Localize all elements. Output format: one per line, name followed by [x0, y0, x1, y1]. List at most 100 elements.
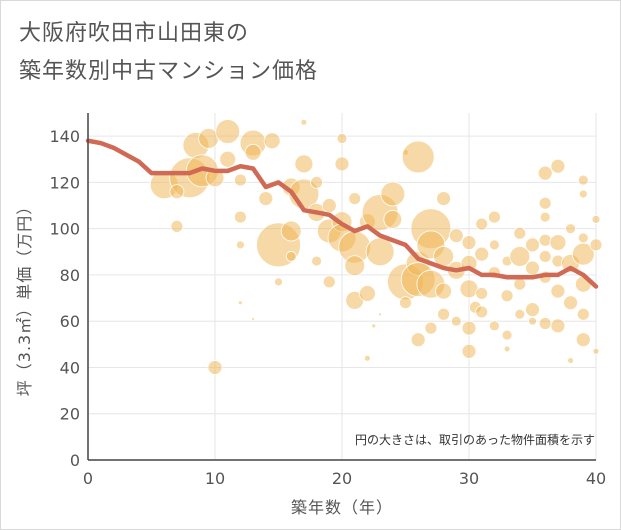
data-bubble: [334, 156, 350, 172]
trend-line-layer: [85, 138, 599, 289]
data-bubble: [424, 321, 438, 335]
data-bubble: [576, 307, 590, 321]
data-bubble: [589, 238, 603, 252]
data-bubble: [219, 150, 237, 168]
data-bubble: [578, 189, 588, 199]
data-bubble: [207, 360, 223, 375]
data-bubble: [538, 250, 552, 263]
data-bubble: [550, 158, 566, 174]
data-bubble: [500, 289, 514, 303]
data-bubble: [371, 323, 377, 329]
data-bubble: [399, 296, 412, 310]
chart-title-line1: 大阪府吹田市山田東の: [19, 21, 250, 46]
data-bubble: [539, 211, 551, 223]
data-bubble: [280, 220, 302, 242]
data-bubble: [310, 175, 324, 189]
data-bubble: [450, 315, 462, 327]
data-bubble: [513, 226, 527, 240]
data-bubble: [525, 237, 540, 253]
data-bubble: [365, 237, 395, 267]
chart-title-line2: 築年数別中古マンション価格: [19, 59, 319, 84]
y-tick-label: 100: [49, 220, 80, 239]
y-tick-label: 140: [49, 127, 80, 146]
data-bubble: [322, 275, 336, 289]
x-tick-label: 30: [459, 469, 479, 488]
data-bubble: [448, 228, 464, 244]
data-bubble: [501, 329, 513, 341]
data-bubble: [311, 255, 323, 267]
data-bubble: [215, 119, 241, 144]
data-bubble: [475, 287, 489, 300]
x-tick-label: 0: [83, 469, 93, 488]
data-bubble: [487, 210, 501, 224]
data-bubble: [549, 234, 567, 251]
data-bubble: [336, 133, 348, 144]
data-bubble: [591, 215, 601, 224]
bubble-series: [149, 118, 603, 375]
data-bubble: [170, 219, 184, 233]
trend-line: [85, 138, 599, 289]
data-bubble: [528, 316, 537, 326]
data-bubble: [509, 246, 531, 267]
data-bubble: [235, 240, 245, 250]
data-bubble: [488, 239, 500, 251]
data-bubble: [474, 246, 490, 262]
y-tick-label: 80: [60, 266, 80, 285]
data-bubble: [169, 184, 185, 200]
data-bubble: [537, 165, 553, 181]
data-bubble: [461, 320, 477, 336]
y-tick-label: 40: [60, 358, 80, 377]
y-axis-label: 坪（3.3㎡）単価（万円）: [15, 198, 34, 396]
data-bubble: [344, 255, 366, 277]
data-bubble: [233, 173, 247, 187]
data-bubble: [577, 174, 589, 186]
data-bubble: [285, 251, 297, 262]
data-bubble: [565, 223, 576, 235]
data-bubble: [550, 283, 566, 299]
data-bubble: [300, 118, 308, 126]
data-bubble: [244, 143, 262, 161]
data-bubble: [321, 198, 337, 213]
data-bubble: [233, 210, 247, 224]
y-tick-label: 120: [49, 173, 80, 192]
data-bubble: [538, 233, 552, 247]
data-bubble: [525, 260, 540, 276]
data-bubble: [363, 354, 371, 362]
data-bubble: [358, 285, 376, 302]
data-bubble: [437, 307, 451, 321]
data-bubble: [550, 318, 566, 334]
data-bubble: [380, 181, 406, 207]
data-bubble: [251, 316, 256, 321]
data-bubble: [237, 300, 243, 306]
data-bubble: [475, 305, 489, 319]
data-bubble: [461, 235, 477, 250]
y-tick-label: 20: [60, 405, 80, 424]
axes: 0 20 40 60 80 100 120 140 0 10 20 30 40: [49, 113, 606, 488]
y-tick-label: 60: [60, 312, 80, 331]
data-bubble: [538, 317, 552, 330]
data-bubble: [592, 347, 600, 355]
data-bubble: [401, 140, 435, 174]
data-bubble: [294, 154, 314, 174]
data-bubble: [571, 242, 595, 266]
data-bubble: [263, 132, 281, 150]
data-bubble: [567, 357, 574, 364]
bubble-size-note: 円の大きさは、取引のあった物件面積を示す: [355, 432, 595, 447]
data-bubble: [436, 191, 452, 206]
x-tick-label: 20: [332, 469, 352, 488]
data-bubble: [538, 196, 552, 210]
data-bubble: [577, 232, 589, 244]
data-bubble: [258, 191, 274, 206]
data-bubble: [348, 192, 362, 205]
data-bubble: [461, 343, 477, 359]
data-bubble: [503, 345, 511, 353]
data-bubble: [563, 295, 578, 311]
data-bubble: [475, 217, 489, 231]
data-bubble: [378, 312, 383, 317]
x-tick-label: 40: [586, 469, 606, 488]
data-bubble: [410, 332, 426, 348]
data-bubble: [383, 210, 403, 229]
y-tick-label: 0: [70, 451, 80, 470]
data-bubble: [459, 279, 479, 299]
